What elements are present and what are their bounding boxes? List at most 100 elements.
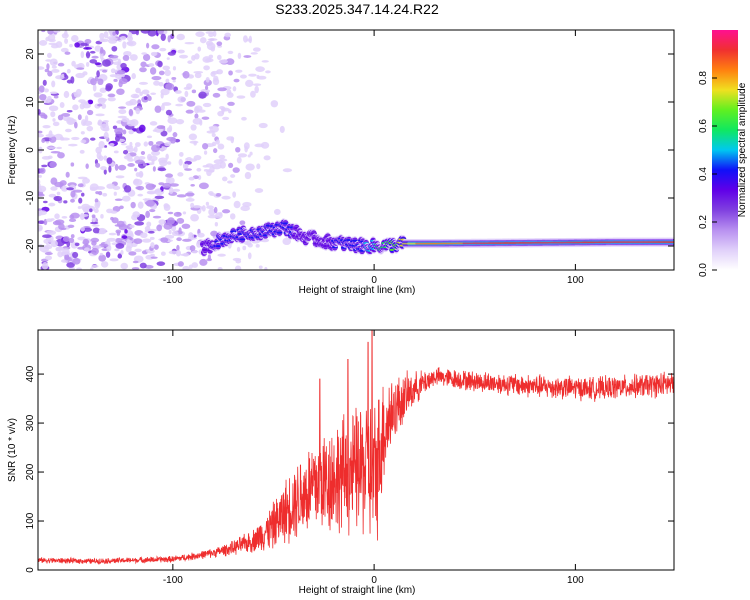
spectrogram-noise-cell [184, 168, 192, 171]
spectrogram-noise-cell [168, 124, 173, 132]
spectrogram-noise-cell [123, 185, 132, 193]
spectrogram-noise-cell [96, 70, 100, 78]
spectrogram-noise-cell [142, 162, 147, 167]
spectrogram-noise-cell [92, 227, 100, 234]
spectrogram-noise-cell [228, 162, 234, 168]
spectrogram-noise-cell [167, 51, 176, 56]
spectrogram-noise-cell [221, 209, 231, 214]
spectrogram-noise-cell [38, 93, 47, 101]
spectrogram-noise-cell [50, 218, 55, 221]
spectrogram-noise-cell [165, 177, 171, 184]
spectrogram-noise-cell [257, 75, 267, 80]
spectrogram-noise-cell [118, 106, 127, 109]
spectrogram-noise-cell [60, 47, 69, 53]
spectrogram-noise-cell [152, 215, 162, 219]
spectrogram-noise-cell [127, 36, 134, 42]
spectrogram-noise-cell [76, 67, 85, 70]
spectrogram-noise-cell [105, 83, 113, 91]
spectrogram-noise-cell [95, 191, 100, 195]
spectrogram-noise-cell [39, 167, 46, 174]
snr-xtick-label: 0 [371, 575, 377, 586]
spectrogram-noise-cell [122, 55, 130, 61]
spectrogram-noise-cell [90, 237, 100, 243]
spectrogram-noise-cell [47, 155, 53, 160]
spectrogram-noise-cell [202, 56, 212, 63]
spectrogram-noise-cell [140, 150, 146, 156]
spectrogram-noise-cell [137, 201, 144, 209]
spectrogram-noise-cell [106, 36, 116, 40]
spectrogram-noise-cell [43, 88, 49, 93]
spectrogram-noise-cell [160, 88, 170, 96]
spectrogram-noise-cell [116, 69, 126, 75]
spectrogram-noise-cell [150, 253, 155, 257]
spectrogram-noise-cell [129, 54, 138, 61]
spectrogram-noise-cell [79, 212, 85, 221]
spectrogram-noise-cell [84, 39, 92, 44]
spectrogram-noise-cell [185, 192, 195, 197]
spectrogram-noise-cell [157, 167, 167, 172]
spectrogram-noise-cell [141, 52, 148, 55]
spectrogram-noise-cell [126, 152, 131, 159]
spectrogram-noise-cell [201, 116, 210, 120]
spectrogram-noise-cell [85, 163, 89, 169]
spectrogram-noise-cell [168, 229, 172, 235]
spectrogram-noise-cell [132, 95, 139, 99]
spectrogram-noise-cell [243, 240, 249, 245]
spectrogram-noise-cell [134, 248, 142, 253]
spectrogram-noise-cell [72, 251, 79, 259]
spectrogram-noise-cell [82, 71, 88, 76]
spectrogram-noise-cell [64, 128, 72, 133]
spectrogram-noise-cell [232, 167, 240, 173]
spectrogram-noise-cell [133, 178, 140, 185]
spectrogram-ytick-label: -20 [25, 238, 36, 253]
spectrogram-noise-cell [174, 90, 182, 94]
spectrogram-noise-cell [47, 30, 54, 35]
spectrogram-noise-cell [64, 253, 70, 261]
spectrogram-noise-cell [235, 259, 242, 264]
spectrogram-noise-cell [188, 264, 193, 270]
spectrogram-noise-cell [236, 246, 241, 252]
spectrogram-noise-cell [165, 83, 175, 91]
spectrogram-noise-cell [41, 138, 46, 143]
spectrogram-noise-cell [50, 240, 58, 248]
spectrogram-noise-cell [100, 166, 107, 171]
spectrogram-noise-cell [81, 192, 85, 197]
spectrogram-noise-cell [256, 163, 261, 170]
spectrogram-noise-cell [100, 214, 104, 219]
spectrogram-noise-cell [50, 111, 56, 118]
snr-xlabel: Height of straight line (km) [299, 585, 416, 596]
spectrogram-noise-cell [99, 52, 104, 60]
spectrogram-noise-cell [158, 70, 165, 76]
spectrogram-noise-cell [196, 167, 202, 172]
spectrogram-noise-cell [114, 135, 120, 142]
spectrogram-noise-cell [217, 87, 227, 92]
spectrogram-noise-cell [79, 149, 85, 154]
spectrogram-noise-cell [226, 92, 234, 98]
spectrogram-noise-cell [57, 62, 65, 67]
spectrogram-noise-cell [237, 52, 242, 59]
spectrogram-noise-cell [41, 30, 46, 33]
spectrogram-noise-cell [265, 70, 271, 74]
spectrogram-noise-cell [172, 132, 178, 138]
spectrogram-noise-cell [230, 174, 236, 178]
spectrogram-noise-cell [176, 33, 185, 41]
spectrogram-noise-cell [241, 116, 247, 121]
spectrogram-noise-cell [217, 253, 226, 257]
spectrogram-noise-cell [134, 167, 138, 172]
spectrogram-noise-cell [212, 30, 217, 37]
spectrogram-noise-cell [135, 30, 139, 36]
spectrogram-noise-cell [88, 99, 94, 105]
spectrogram-noise-cell [64, 38, 69, 44]
spectrogram-noise-cell [184, 163, 189, 169]
spectrogram-noise-cell [52, 220, 62, 226]
spectrogram-noise-cell [165, 153, 169, 160]
spectrogram-noise-cell [197, 232, 205, 238]
spectrogram-noise-cell [82, 177, 90, 184]
spectrogram-noise-cell [67, 143, 78, 147]
spectrogram-noise-cell [129, 141, 133, 147]
spectrogram-noise-cell [146, 94, 150, 97]
spectrogram-noise-cell [90, 137, 96, 141]
spectrogram-noise-cell [120, 62, 127, 69]
spectrogram-noise-cell [147, 228, 158, 232]
